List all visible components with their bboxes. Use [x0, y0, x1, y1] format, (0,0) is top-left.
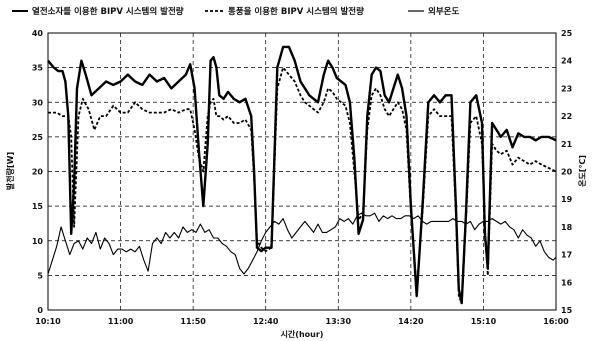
left-tick-label: 5 — [37, 271, 43, 280]
right-tick-label: 22 — [561, 112, 572, 121]
left-tick-label: 15 — [32, 202, 44, 211]
right-tick-label: 21 — [561, 140, 573, 149]
right-tick-label: 16 — [561, 278, 573, 287]
x-tick-label: 16:00 — [543, 317, 569, 326]
right-tick-label: 18 — [561, 223, 573, 232]
left-tick-label: 25 — [32, 133, 44, 142]
series-line-2 — [48, 66, 557, 305]
x-tick-label: 11:50 — [180, 317, 206, 326]
right-tick-label: 23 — [561, 84, 572, 93]
right-axis-label: 온도[℃] — [578, 155, 587, 187]
right-tick-label: 17 — [561, 251, 572, 260]
x-tick-label: 12:40 — [253, 317, 279, 326]
legend: 열전소자를 이용한 BIPV 시스템의 발전량 통풍을 이용한 BIPV 시스템… — [12, 6, 459, 17]
left-tick-label: 30 — [32, 98, 44, 107]
series-line-1 — [47, 45, 557, 305]
gridlines — [48, 33, 556, 310]
x-tick-label: 14:20 — [398, 317, 424, 326]
right-tick-label: 24 — [561, 57, 573, 66]
right-tick-label: 25 — [561, 29, 573, 38]
left-tick-label: 40 — [32, 29, 44, 38]
right-axis-ticks: 15 16 17 18 19 20 21 22 23 24 25 — [561, 29, 573, 315]
x-axis-ticks: 10:10 11:00 11:50 12:40 13:30 14:20 15:10 16:00 — [35, 317, 569, 326]
right-tick-label: 19 — [561, 195, 573, 204]
x-tick-label: 13:30 — [326, 317, 352, 326]
legend-label-series-3: 외부온도 — [428, 6, 459, 17]
legend-label-series-1: 열전소자를 이용한 BIPV 시스템의 발전량 — [32, 6, 184, 17]
left-tick-label: 10 — [32, 237, 44, 246]
x-axis-label: 시간(hour) — [281, 329, 324, 339]
left-tick-label: 35 — [32, 64, 44, 73]
right-tick-label: 15 — [561, 306, 573, 315]
series-layer — [47, 45, 557, 305]
x-tick-label: 15:10 — [471, 317, 497, 326]
right-tick-label: 20 — [561, 168, 573, 177]
x-tick-label: 11:00 — [108, 317, 134, 326]
x-tick-label: 10:10 — [35, 317, 61, 326]
left-tick-label: 0 — [37, 306, 43, 315]
left-axis-label: 발전량[W] — [5, 152, 15, 190]
series-line-3 — [47, 212, 557, 275]
left-axis-ticks: 0 5 10 15 20 25 30 35 40 — [32, 29, 44, 315]
legend-label-series-2: 통풍을 이용한 BIPV 시스템의 발전량 — [228, 6, 364, 17]
left-tick-label: 20 — [32, 168, 44, 177]
